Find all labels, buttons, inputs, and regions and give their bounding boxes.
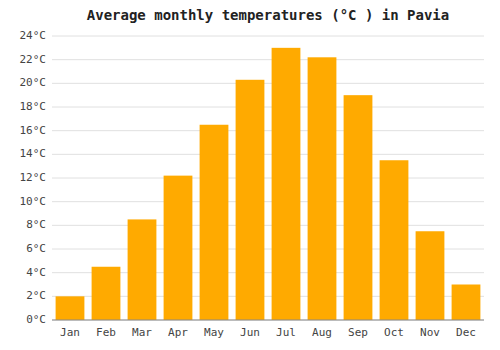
x-tick-label: Jun <box>240 326 260 339</box>
bars <box>56 48 481 320</box>
bar <box>164 176 193 320</box>
y-tick-label: 20°C <box>20 76 47 89</box>
bar <box>344 95 373 320</box>
x-axis-line <box>52 320 484 321</box>
grid-line <box>52 154 484 155</box>
grid-line <box>52 130 484 131</box>
x-tick-label: Jul <box>276 326 296 339</box>
x-tick-label: Dec <box>456 326 476 339</box>
y-axis: 0°C 2°C 4°C 6°C 8°C 10°C 12°C 14°C 16°C 18°C 20°C 2… <box>20 29 485 326</box>
y-tick-label: 22°C <box>20 53 47 66</box>
y-tick-label: 4°C <box>26 266 46 279</box>
y-tick-label: 12°C <box>20 171 47 184</box>
title: Average monthly temperatures (°C ) in Pa… <box>87 7 449 23</box>
x-tick-label: Mar <box>132 326 152 339</box>
grid-line <box>52 225 484 226</box>
bar <box>128 219 157 320</box>
bar <box>380 160 409 320</box>
y-tick-label: 0°C <box>26 313 46 326</box>
x-tick-label: Oct <box>384 326 404 339</box>
bar <box>452 285 481 321</box>
bar <box>200 125 229 320</box>
grid-line <box>52 36 484 37</box>
bar <box>308 57 337 320</box>
y-tick-label: 14°C <box>20 147 47 160</box>
x-tick-label: Nov <box>420 326 440 339</box>
x-tick-label: Apr <box>168 326 188 339</box>
x-tick-label: Sep <box>348 326 368 339</box>
x-tick-label: Feb <box>96 326 116 339</box>
y-tick-label: 18°C <box>20 100 47 113</box>
bar <box>236 80 265 320</box>
x-tick-label: May <box>204 326 224 339</box>
grid-line <box>52 201 484 202</box>
y-tick-label: 6°C <box>26 242 46 255</box>
bar <box>92 267 121 320</box>
y-tick-label: 10°C <box>20 195 47 208</box>
bar <box>416 231 445 320</box>
bar <box>272 48 301 320</box>
bar <box>56 296 85 320</box>
chart: Average monthly temperatures (°C ) in Pa… <box>0 0 500 350</box>
y-tick-label: 24°C <box>20 29 47 42</box>
y-tick-label: 8°C <box>26 218 46 231</box>
grid-line <box>52 59 484 60</box>
page: {"chart_data": {"type": "bar", "title": … <box>0 0 500 350</box>
grid-line <box>52 83 484 84</box>
grid-line <box>52 178 484 179</box>
y-tick-label: 16°C <box>20 124 47 137</box>
x-axis: Jan Feb Mar Apr May Jun Jul Aug Sep Oct Nov Dec <box>52 320 484 339</box>
x-tick-label: Aug <box>312 326 332 339</box>
y-tick-label: 2°C <box>26 289 46 302</box>
grid-line <box>52 107 484 108</box>
x-tick-label: Jan <box>60 326 80 339</box>
grid-line <box>52 320 484 321</box>
